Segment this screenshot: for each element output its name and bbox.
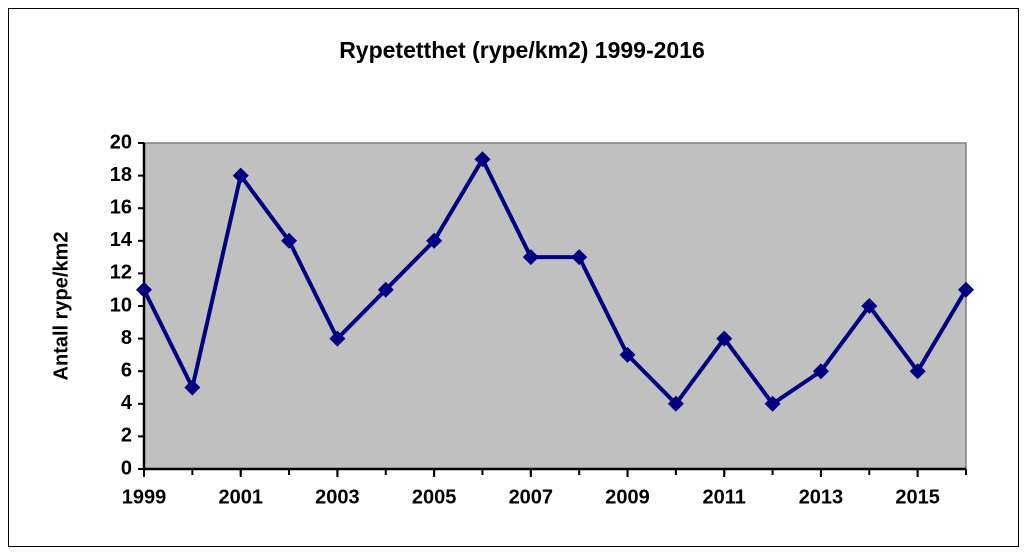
data-point xyxy=(861,298,878,314)
x-tick-label: 2003 xyxy=(315,486,360,508)
data-point xyxy=(426,232,443,249)
data-point xyxy=(522,249,539,266)
y-tick-label: 2 xyxy=(121,425,132,447)
x-tick-label: 2007 xyxy=(509,486,554,508)
y-tick-label: 14 xyxy=(110,229,133,251)
data-point xyxy=(909,363,926,380)
x-tick-label: 2011 xyxy=(703,486,746,508)
data-point xyxy=(716,330,733,347)
data-point xyxy=(281,232,298,249)
data-point xyxy=(184,379,201,396)
y-tick-label: 4 xyxy=(121,392,133,414)
data-point xyxy=(764,395,781,412)
y-tick-label: 8 xyxy=(121,327,132,349)
y-tick-label: 6 xyxy=(121,359,132,381)
data-point xyxy=(377,281,394,298)
data-point xyxy=(474,151,491,168)
y-tick-label: 0 xyxy=(121,457,132,479)
data-point xyxy=(812,363,829,380)
data-point xyxy=(232,167,249,184)
x-tick-label: 2015 xyxy=(895,486,940,508)
data-point xyxy=(958,281,974,298)
y-tick-label: 12 xyxy=(110,262,132,284)
x-tick-label: 1999 xyxy=(122,486,167,508)
y-axis-label: Antall rype/km2 xyxy=(50,232,72,381)
y-tick-label: 16 xyxy=(110,196,132,218)
series-line xyxy=(142,157,968,406)
y-tick-label: 10 xyxy=(110,294,132,316)
chart-title: Rypetetthet (rype/km2) 1999-2016 xyxy=(339,37,705,63)
x-tick-label: 2001 xyxy=(218,486,263,508)
data-point xyxy=(136,281,152,298)
plot-area xyxy=(143,142,967,470)
y-tick-label: 18 xyxy=(110,164,132,186)
y-tick-label: 20 xyxy=(110,131,132,153)
data-point xyxy=(619,346,636,363)
x-tick-label: 2009 xyxy=(605,486,650,508)
data-point xyxy=(571,249,588,266)
x-tick-label: 2005 xyxy=(412,486,457,508)
data-point xyxy=(667,395,684,412)
x-tick-label: 2013 xyxy=(799,486,844,508)
data-point xyxy=(329,330,346,347)
